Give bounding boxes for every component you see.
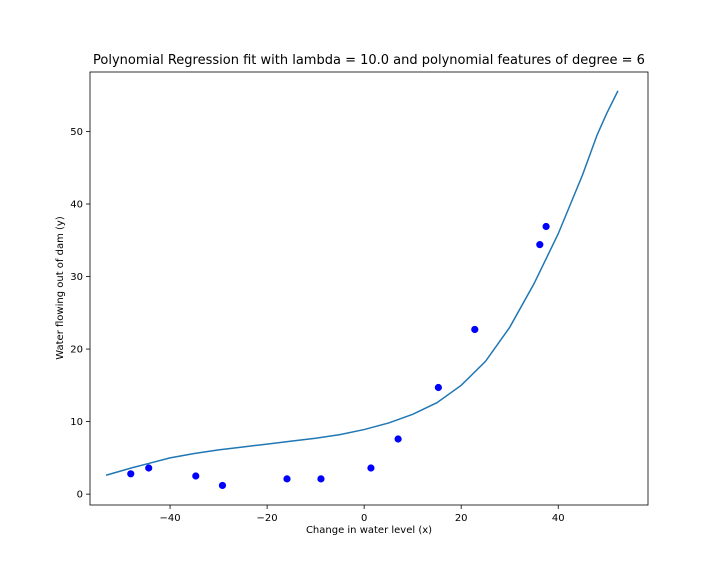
y-axis-label: Water flowing out of dam (y) <box>55 216 66 360</box>
plot-frame <box>89 71 649 506</box>
plot-area <box>89 71 649 506</box>
chart-title: Polynomial Regression fit with lambda = … <box>93 53 645 68</box>
scatter-point <box>127 470 135 478</box>
scatter-point <box>542 222 550 231</box>
fit-curve-line <box>105 90 619 476</box>
scatter-point <box>536 241 544 249</box>
scatter-point <box>145 464 153 472</box>
y-tick-label: 50 <box>70 127 83 138</box>
y-tick-label: 30 <box>70 272 83 283</box>
y-tick-label: 10 <box>70 417 83 428</box>
x-tick-label: 0 <box>361 513 367 524</box>
x-tick-label: 20 <box>455 513 468 524</box>
scatter-point <box>394 435 402 443</box>
x-tick-label: 40 <box>552 513 565 524</box>
line-layer <box>105 90 619 476</box>
scatter-point <box>218 481 227 490</box>
scatter-point <box>192 472 200 480</box>
y-tick-label: 20 <box>70 345 83 356</box>
scatter-layer <box>127 222 550 490</box>
scatter-point <box>434 383 442 392</box>
scatter-point <box>471 325 479 334</box>
scatter-point <box>283 475 291 483</box>
x-tick-label: −40 <box>160 513 181 524</box>
x-tick-label: −20 <box>257 513 278 524</box>
scatter-point <box>367 464 375 472</box>
y-axis-ticks: 0 10 20 30 40 50 <box>70 127 90 501</box>
y-tick-label: 0 <box>77 490 83 501</box>
y-tick-label: 40 <box>70 200 83 211</box>
scatter-point <box>317 475 325 483</box>
x-axis-ticks: −40 −20 0 20 40 <box>160 505 565 524</box>
x-axis-label: Change in water level (x) <box>306 525 432 536</box>
